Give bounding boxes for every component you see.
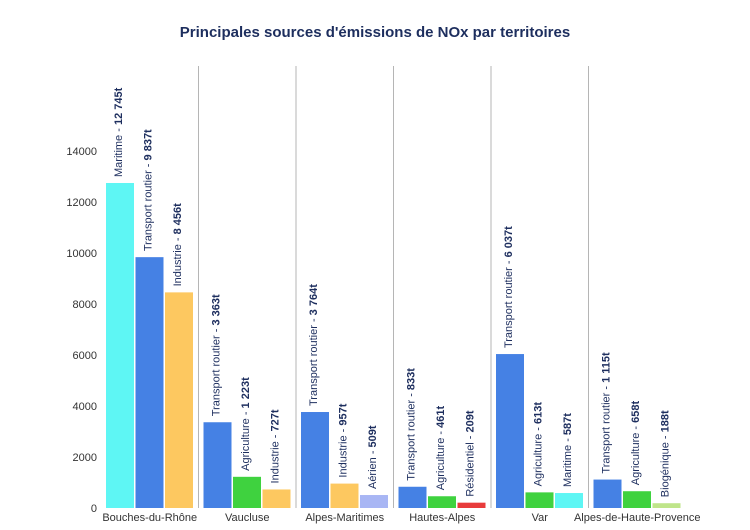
x-category-label: Alpes-de-Haute-Provence [574, 512, 701, 524]
y-tick-label: 4000 [73, 401, 97, 413]
bar-data-label: Transport routier - 6 037t [503, 226, 515, 348]
bar [398, 486, 427, 508]
bar-data-label: Résidentiel - 209t [464, 410, 476, 497]
bar-data-label: Industrie - 8 456t [172, 203, 184, 286]
bar-data-label: Transport routier - 3 363t [210, 294, 222, 416]
bar [360, 495, 388, 508]
bar-data-label: Agriculture - 461t [435, 406, 447, 491]
bar [593, 479, 622, 508]
bar-data-label: Industrie - 727t [269, 409, 281, 483]
x-axis: Bouches-du-Rhône Vaucluse Alpes-Maritimes H… [102, 512, 700, 524]
bar-data-labels: Maritime - 12 745t Transport routier - 9 … [113, 87, 671, 497]
chart-title: Principales sources d'émissions de NOx p… [180, 24, 570, 41]
bar [106, 183, 134, 508]
bar [623, 491, 651, 508]
bar [525, 492, 554, 508]
group-separators [198, 66, 589, 508]
bar [555, 493, 583, 508]
bar-data-label: Aérien - 509t [367, 425, 379, 489]
x-category-label: Alpes-Maritimes [305, 512, 384, 524]
bar [652, 503, 681, 508]
bar [496, 354, 524, 508]
bar [203, 422, 232, 508]
y-tick-label: 2000 [73, 452, 97, 464]
bar-data-label: Agriculture - 613t [532, 402, 544, 487]
bar-data-label: Industrie - 957t [337, 403, 349, 477]
y-tick-label: 14000 [66, 146, 97, 158]
bar [233, 476, 261, 508]
bar-data-label: Biogénique - 188t [659, 410, 671, 497]
y-tick-label: 0 [91, 503, 97, 515]
bar [330, 483, 359, 508]
bar-series [106, 183, 681, 508]
bar-data-label: Maritime - 587t [562, 413, 574, 487]
bar [262, 489, 291, 508]
bar-data-label: Agriculture - 1 223t [240, 377, 252, 471]
bar-data-label: Transport routier - 833t [405, 368, 417, 481]
bar [301, 412, 329, 508]
bar [457, 502, 486, 508]
bar-data-label: Agriculture - 658t [630, 401, 642, 486]
y-axis: 0 2000 4000 6000 8000 10000 12000 14000 [66, 146, 97, 515]
y-tick-label: 10000 [66, 248, 97, 260]
y-tick-label: 6000 [73, 350, 97, 362]
x-category-label: Var [532, 512, 549, 524]
bar-data-label: Maritime - 12 745t [113, 87, 125, 177]
bar-data-label: Transport routier - 1 115t [600, 352, 612, 474]
y-tick-label: 8000 [73, 299, 97, 311]
bar-data-label: Transport routier - 9 837t [142, 129, 154, 251]
x-category-label: Vaucluse [225, 512, 269, 524]
x-category-label: Bouches-du-Rhône [102, 512, 197, 524]
bar [428, 496, 456, 508]
bar [135, 257, 164, 508]
bar-data-label: Transport routier - 3 764t [308, 284, 320, 406]
y-tick-label: 12000 [66, 197, 97, 209]
bar [165, 292, 193, 508]
x-category-label: Hautes-Alpes [409, 512, 476, 524]
